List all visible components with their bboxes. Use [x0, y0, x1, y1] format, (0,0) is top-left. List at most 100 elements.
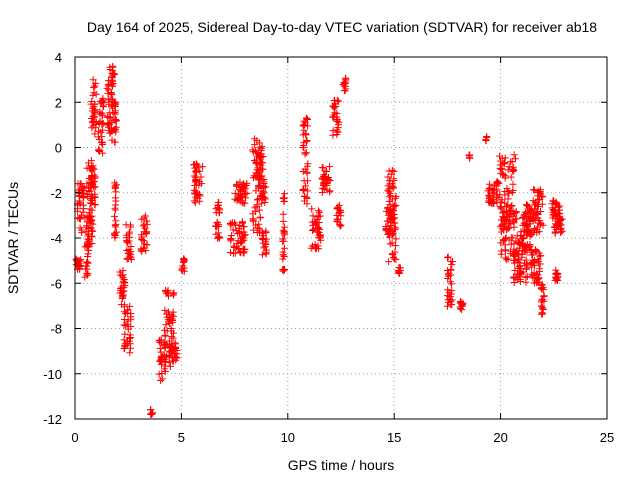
data-point	[392, 235, 400, 243]
x-tick-label: 5	[178, 430, 185, 445]
data-point	[504, 224, 512, 232]
data-point	[239, 249, 247, 257]
data-point	[198, 180, 206, 188]
data-point	[495, 179, 503, 187]
data-point	[444, 275, 452, 283]
data-point	[443, 302, 451, 310]
data-point	[235, 244, 243, 252]
data-point	[158, 370, 166, 378]
data-point	[89, 220, 97, 228]
data-point	[494, 178, 502, 186]
data-point	[255, 206, 263, 214]
data-point	[447, 301, 455, 309]
data-point	[161, 306, 169, 314]
data-point	[75, 197, 83, 205]
data-point	[496, 152, 504, 160]
data-point	[512, 250, 520, 258]
data-point	[254, 148, 262, 156]
data-point	[111, 183, 119, 191]
data-point	[539, 304, 547, 312]
data-point	[258, 251, 266, 259]
data-point	[89, 76, 97, 84]
data-point	[279, 210, 287, 218]
data-point	[513, 271, 521, 279]
data-point	[336, 222, 344, 230]
data-point	[143, 241, 151, 249]
data-point	[385, 258, 393, 266]
data-point	[534, 214, 542, 222]
data-point	[166, 362, 174, 370]
data-point	[191, 190, 199, 198]
data-point	[162, 286, 170, 294]
data-point	[319, 184, 327, 192]
data-point	[87, 114, 95, 122]
data-point	[521, 247, 529, 255]
data-point	[551, 276, 559, 284]
data-point	[123, 320, 131, 328]
data-point	[239, 233, 247, 241]
data-point	[258, 172, 266, 180]
data-point	[162, 310, 170, 318]
data-point	[148, 409, 156, 417]
data-point	[526, 232, 534, 240]
data-point	[88, 206, 96, 214]
data-point	[444, 253, 452, 261]
data-point	[85, 164, 93, 172]
data-point	[391, 225, 399, 233]
data-point	[503, 256, 511, 264]
data-point	[515, 263, 523, 271]
data-point	[212, 205, 220, 213]
data-point	[304, 177, 312, 185]
data-point	[279, 235, 287, 243]
data-point	[126, 302, 134, 310]
data-point	[323, 180, 331, 188]
data-point	[535, 196, 543, 204]
data-point	[121, 321, 129, 329]
data-point	[111, 206, 119, 214]
data-point	[85, 218, 93, 226]
data-point	[196, 192, 204, 200]
data-point	[216, 234, 224, 242]
data-point	[252, 221, 260, 229]
data-point	[84, 250, 92, 258]
data-point	[192, 168, 200, 176]
data-point	[112, 217, 120, 225]
data-point	[503, 184, 511, 192]
data-point	[168, 315, 176, 323]
data-point	[333, 126, 341, 134]
data-point	[448, 261, 456, 269]
data-point	[558, 215, 566, 223]
data-point	[75, 259, 83, 267]
data-point	[256, 161, 264, 169]
data-point	[555, 222, 563, 230]
data-point	[299, 143, 307, 151]
data-point	[251, 141, 259, 149]
y-axis-title: SDTVAR / TECUs	[5, 182, 21, 294]
data-point	[110, 212, 118, 220]
data-point	[507, 203, 515, 211]
data-point	[79, 208, 87, 216]
data-point	[395, 264, 403, 272]
data-point	[76, 224, 84, 232]
data-point	[111, 107, 119, 115]
data-point	[91, 130, 99, 138]
data-point	[90, 165, 98, 173]
data-point	[280, 194, 288, 202]
data-point	[124, 337, 132, 345]
data-point	[504, 255, 512, 263]
data-point	[181, 256, 189, 264]
data-point	[388, 214, 396, 222]
data-point	[390, 175, 398, 183]
data-point	[509, 166, 517, 174]
data-point	[126, 349, 134, 357]
data-point	[143, 220, 151, 228]
data-point	[108, 81, 116, 89]
data-point	[95, 127, 103, 135]
data-point	[124, 317, 132, 325]
data-point	[87, 184, 95, 192]
data-point	[99, 126, 107, 134]
data-point	[80, 194, 88, 202]
data-point	[535, 260, 543, 268]
data-point	[161, 332, 169, 340]
data-point	[107, 88, 115, 96]
